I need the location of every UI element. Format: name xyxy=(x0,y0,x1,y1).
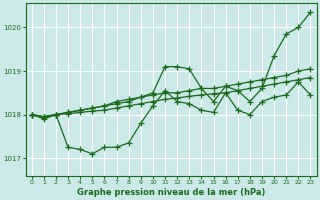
X-axis label: Graphe pression niveau de la mer (hPa): Graphe pression niveau de la mer (hPa) xyxy=(77,188,265,197)
